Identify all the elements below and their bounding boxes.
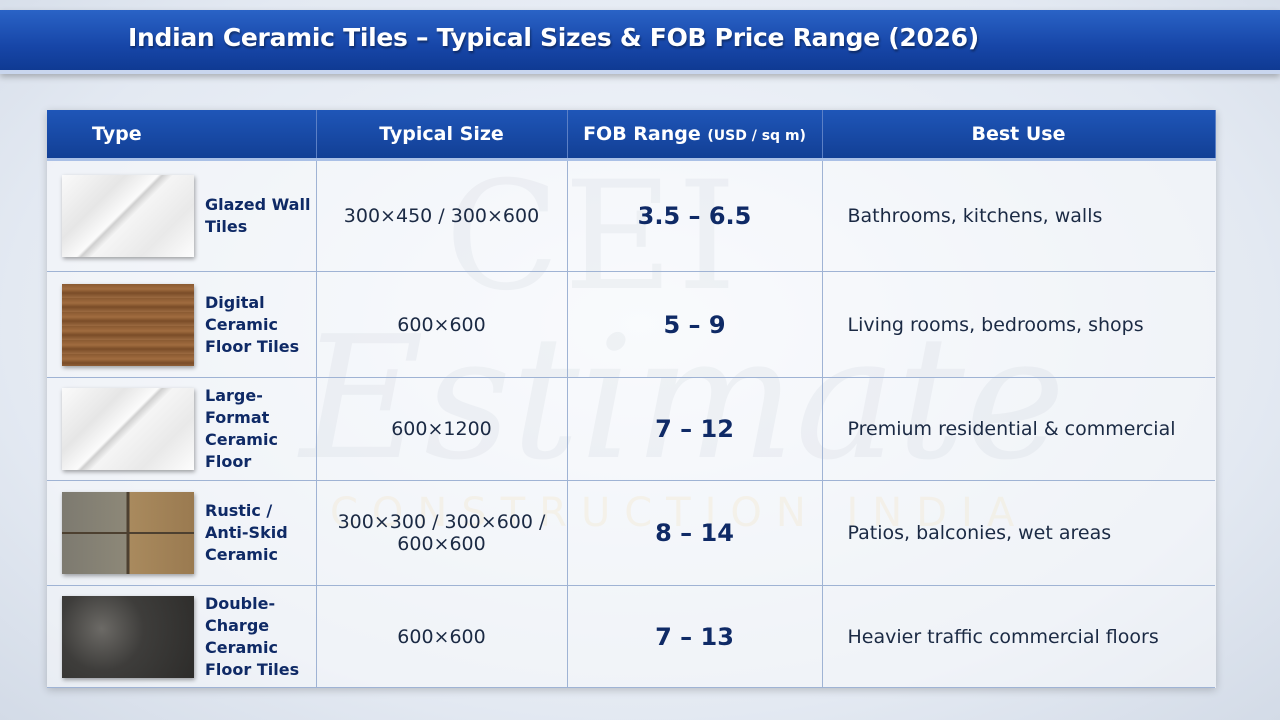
table-row: Glazed Wall Tiles 300×450 / 300×600 3.5 – … (47, 159, 1215, 272)
tile-type-name: Double-Charge Ceramic Floor Tiles (205, 593, 300, 679)
price-range: 7 – 13 (655, 622, 734, 651)
table-row: Large-Format Ceramic Floor 600×1200 7 – 12… (47, 377, 1215, 481)
table-cell: 7 – 12 (567, 377, 823, 481)
tile-image (62, 388, 194, 470)
typical-size: 300×450 / 300×600 (343, 205, 540, 227)
page-title: Indian Ceramic Tiles – Typical Sizes & F… (128, 23, 979, 52)
table-cell: Living rooms, bedrooms, shops (822, 271, 1215, 378)
table-cell: 600×600 (316, 585, 568, 688)
type-cell: Double-Charge Ceramic Floor Tiles (48, 593, 315, 681)
tile-type-name: Large-Format Ceramic Floor (205, 386, 278, 471)
column-header: Best Use (822, 110, 1216, 161)
table-cell: Premium residential & commercial (822, 377, 1215, 481)
table-row: Digital Ceramic Floor Tiles 600×600 5 – 9 L… (47, 271, 1215, 378)
header-row: Type Typical Size FOB Range (USD / sq m) Be… (47, 110, 1216, 161)
best-use: Patios, balconies, wet areas (847, 522, 1112, 544)
tile-type-name: Rustic / Anti-Skid Ceramic (205, 501, 288, 564)
best-use: Premium residential & commercial (847, 418, 1176, 440)
column-header-text: Type (92, 123, 142, 145)
table-cell: 300×300 / 300×600 / 600×600 (316, 480, 568, 586)
title-bar: Indian Ceramic Tiles – Typical Sizes & F… (0, 10, 1280, 74)
price-range: 5 – 9 (663, 310, 726, 339)
best-use: Bathrooms, kitchens, walls (847, 205, 1103, 227)
price-range: 8 – 14 (655, 519, 734, 547)
column-header: Typical Size (316, 110, 568, 161)
type-cell: Rustic / Anti-Skid Ceramic (48, 492, 315, 574)
table-row: Rustic / Anti-Skid Ceramic 300×300 / 300×… (47, 480, 1215, 586)
column-header: Type (47, 110, 317, 161)
type-cell: Glazed Wall Tiles (48, 175, 315, 257)
best-use: Living rooms, bedrooms, shops (847, 313, 1144, 336)
table-cell: Patios, balconies, wet areas (822, 480, 1215, 586)
price-range: 3.5 – 6.5 (637, 202, 752, 230)
table-cell: 600×1200 (316, 377, 568, 481)
tile-image (62, 175, 194, 257)
table-cell: 600×600 (316, 271, 568, 378)
table-cell: 3.5 – 6.5 (567, 159, 823, 272)
table-cell: Glazed Wall Tiles (47, 159, 317, 272)
column-header-unit: (USD / sq m) (707, 128, 806, 144)
best-use: Heavier traffic commercial floors (847, 625, 1159, 648)
tile-image (62, 283, 194, 366)
table-cell: 300×450 / 300×600 (316, 159, 568, 272)
column-header-text: FOB Range (583, 123, 701, 145)
table-cell: Heavier traffic commercial floors (822, 585, 1215, 688)
typical-size: 600×600 (397, 625, 486, 648)
column-header-text: Best Use (971, 123, 1066, 145)
column-header-text: Typical Size (379, 123, 504, 145)
price-range: 7 – 12 (655, 415, 734, 443)
typical-size: 600×600 (397, 313, 486, 336)
table-body: Glazed Wall Tiles 300×450 / 300×600 3.5 – … (47, 159, 1215, 688)
tile-type-name: Glazed Wall Tiles (205, 195, 311, 236)
price-table: Type Typical Size FOB Range (USD / sq m) Be… (47, 110, 1216, 688)
table-cell: Rustic / Anti-Skid Ceramic (47, 480, 317, 586)
type-cell: Large-Format Ceramic Floor (48, 385, 315, 473)
tile-type-name: Digital Ceramic Floor Tiles (205, 292, 300, 356)
tile-image (62, 492, 194, 574)
column-header: FOB Range (USD / sq m) (567, 110, 823, 161)
table-row: Double-Charge Ceramic Floor Tiles 600×600… (47, 585, 1215, 688)
table-cell: Digital Ceramic Floor Tiles (47, 271, 317, 378)
table-cell: Large-Format Ceramic Floor (47, 377, 317, 481)
typical-size: 300×300 / 300×600 / 600×600 (337, 511, 546, 555)
table-cell: 8 – 14 (567, 480, 823, 586)
table-cell: 5 – 9 (567, 271, 823, 378)
tile-image (62, 595, 194, 678)
table-cell: Bathrooms, kitchens, walls (822, 159, 1215, 272)
typical-size: 600×1200 (391, 418, 492, 440)
table-cell: 7 – 13 (567, 585, 823, 688)
table-cell: Double-Charge Ceramic Floor Tiles (47, 585, 317, 688)
type-cell: Digital Ceramic Floor Tiles (48, 283, 315, 366)
